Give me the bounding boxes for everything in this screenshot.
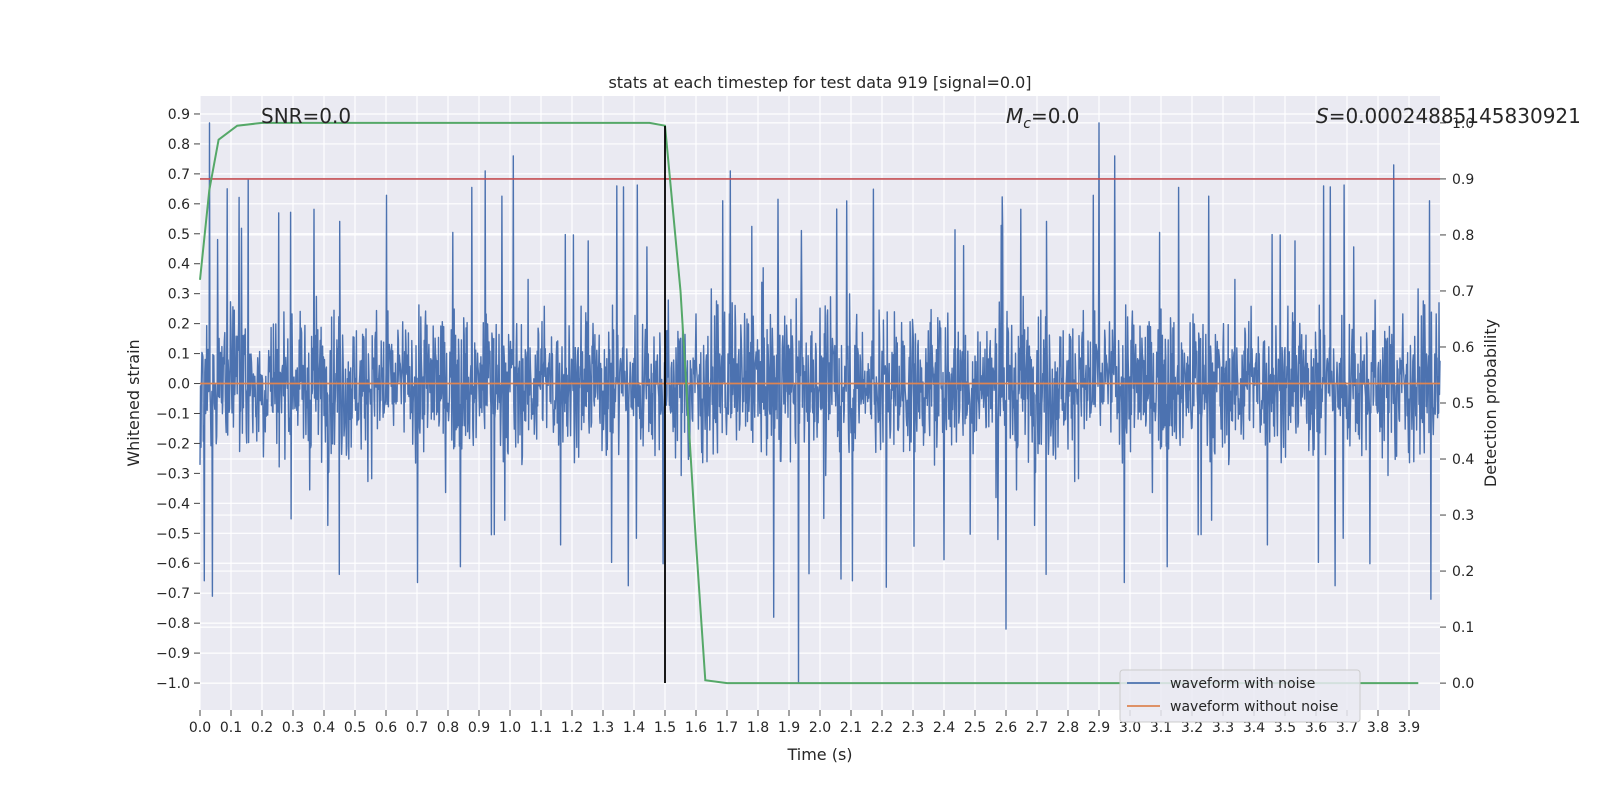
x-tick-label: 2.9 (1088, 720, 1110, 736)
x-tick-label: 0.3 (282, 720, 304, 736)
x-tick-label: 0.5 (344, 720, 366, 736)
legend-label-noise: waveform with noise (1170, 676, 1315, 692)
annotation-mc-sub: c (1023, 116, 1031, 132)
y-tick-label: 0.7 (168, 167, 190, 183)
annotation-snr: SNR=0.0 (261, 104, 351, 128)
x-tick-label: 0.7 (406, 720, 428, 736)
x-tick-label: 1.0 (499, 720, 521, 736)
x-tick-label: 1.4 (623, 720, 645, 736)
chart-title: stats at each timestep for test data 919… (608, 73, 1031, 92)
y-tick-label: −0.4 (156, 496, 190, 512)
x-tick-label: 1.3 (592, 720, 614, 736)
y-right-tick-label: 1.0 (1452, 116, 1474, 132)
x-tick-label: 3.8 (1367, 720, 1389, 736)
x-tick-label: 0.8 (437, 720, 459, 736)
y-tick-label: −0.7 (156, 586, 190, 602)
x-tick-label: 2.5 (964, 720, 986, 736)
y-tick-label: 0.2 (168, 317, 190, 333)
y-right-tick-label: 0.0 (1452, 676, 1474, 692)
x-tick-label: 0.0 (189, 720, 211, 736)
x-tick-label: 2.8 (1057, 720, 1079, 736)
y-tick-label: −0.6 (156, 556, 190, 572)
x-tick-label: 0.6 (375, 720, 397, 736)
y-right-tick-label: 0.7 (1452, 284, 1474, 300)
annotation-mc: Mc=0.0 (1006, 104, 1080, 132)
annotation-s-symbol: S (1316, 104, 1329, 128)
x-tick-label: 3.6 (1305, 720, 1327, 736)
x-tick-label: 3.2 (1181, 720, 1203, 736)
series-waveform-with-noise (199, 122, 1441, 684)
x-tick-label: 2.3 (902, 720, 924, 736)
y-tick-label: 0.4 (168, 257, 190, 273)
y-tick-label: −0.9 (156, 646, 190, 662)
x-tick-label: 2.4 (933, 720, 955, 736)
y-right-tick-label: 0.8 (1452, 228, 1474, 244)
y-tick-label: −1.0 (156, 676, 190, 692)
y-tick-label: −0.5 (156, 526, 190, 542)
x-tick-label: 1.7 (716, 720, 738, 736)
x-tick-label: 0.1 (220, 720, 242, 736)
y-right-tick-label: 0.9 (1452, 172, 1474, 188)
x-tick-label: 1.6 (685, 720, 707, 736)
y-tick-label: 0.6 (168, 197, 190, 213)
x-tick-label: 0.9 (468, 720, 490, 736)
x-tick-label: 0.2 (251, 720, 273, 736)
x-tick-label: 1.1 (530, 720, 552, 736)
x-tick-label: 2.2 (871, 720, 893, 736)
waveform-with-noise-line (199, 122, 1441, 684)
y-tick-label: 0.3 (168, 287, 190, 303)
x-tick-label: 3.5 (1274, 720, 1296, 736)
annotation-s-value: =0.00024885145830921 (1329, 104, 1581, 128)
y-right-tick-label: 0.2 (1452, 564, 1474, 580)
y-axis-label: Whitened strain (124, 339, 143, 466)
x-tick-label: 3.4 (1243, 720, 1265, 736)
x-tick-label: 0.4 (313, 720, 335, 736)
legend-label-clean: waveform without noise (1170, 699, 1338, 715)
x-tick-label: 1.5 (654, 720, 676, 736)
annotation-mc-symbol: M (1006, 104, 1023, 128)
y-axis-label-right: Detection probability (1481, 319, 1500, 487)
legend: waveform with noise waveform without noi… (1119, 669, 1361, 723)
y-right-tick-label: 0.3 (1452, 508, 1474, 524)
y-tick-label: −0.2 (156, 436, 190, 452)
y-tick-label: 0.8 (168, 137, 190, 153)
x-tick-label: 3.9 (1398, 720, 1420, 736)
y-tick-label: 0.5 (168, 227, 190, 243)
y-tick-label: −0.8 (156, 616, 190, 632)
y-tick-label: 0.9 (168, 107, 190, 123)
x-tick-label: 3.1 (1150, 720, 1172, 736)
y-tick-label: −0.3 (156, 466, 190, 482)
detection-probability-line (199, 121, 1419, 685)
y-right-tick-label: 0.4 (1452, 452, 1474, 468)
y-right-tick-label: 0.1 (1452, 620, 1474, 636)
x-tick-label: 1.2 (561, 720, 583, 736)
x-tick-label: 3.7 (1336, 720, 1358, 736)
x-tick-label: 3.0 (1119, 720, 1141, 736)
y-tick-label: −0.1 (156, 406, 190, 422)
y-tick-label: 0.1 (168, 347, 190, 363)
x-tick-label: 2.0 (809, 720, 831, 736)
x-tick-label: 1.9 (778, 720, 800, 736)
x-tick-label: 2.7 (1026, 720, 1048, 736)
annotation-mc-value: =0.0 (1031, 104, 1080, 128)
x-tick-label: 3.3 (1212, 720, 1234, 736)
y-right-tick-label: 0.6 (1452, 340, 1474, 356)
x-axis-label: Time (s) (786, 745, 852, 764)
legend-box (1119, 669, 1361, 723)
annotation-s: S=0.00024885145830921 (1316, 104, 1581, 128)
series-lines (199, 121, 1440, 685)
x-tick-label: 1.8 (747, 720, 769, 736)
y-right-tick-label: 0.5 (1452, 396, 1474, 412)
x-tick-label: 2.1 (840, 720, 862, 736)
x-tick-label: 2.6 (995, 720, 1017, 736)
y-tick-label: 0.0 (168, 377, 190, 393)
